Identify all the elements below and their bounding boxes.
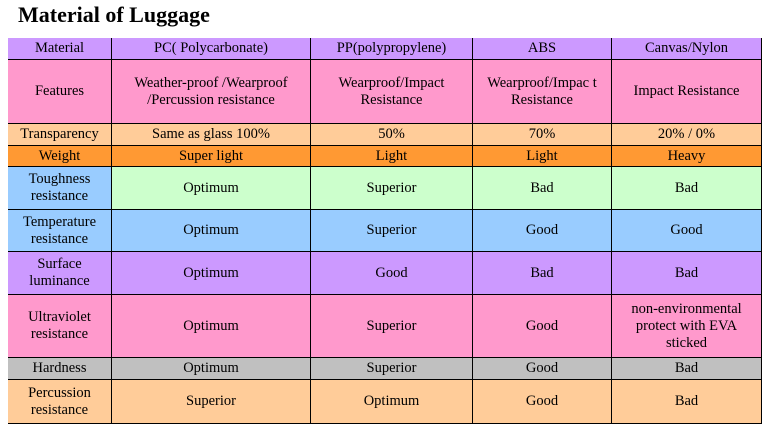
cell: 20% / 0% bbox=[612, 124, 762, 146]
cell: Heavy bbox=[612, 146, 762, 167]
cell: Optimum bbox=[112, 167, 311, 210]
cell: Temperature resistance bbox=[8, 210, 112, 252]
cell: Impact Resistance bbox=[612, 60, 762, 124]
cell: Optimum bbox=[112, 295, 311, 358]
cell: Surface luminance bbox=[8, 252, 112, 295]
cell: Features bbox=[8, 60, 112, 124]
header-cell: Canvas/Nylon bbox=[612, 38, 762, 60]
cell: Bad bbox=[612, 380, 762, 424]
cell: Superior bbox=[311, 210, 473, 252]
cell: Same as glass 100% bbox=[112, 124, 311, 146]
cell: Wearproof/Impact Resistance bbox=[311, 60, 473, 124]
cell: Good bbox=[473, 210, 612, 252]
header-cell: Material bbox=[8, 38, 112, 60]
title: Material of Luggage bbox=[18, 2, 210, 27]
cell: Bad bbox=[473, 167, 612, 210]
cell: Optimum bbox=[112, 252, 311, 295]
cell: Bad bbox=[473, 252, 612, 295]
header-cell: PC( Polycarbonate) bbox=[112, 38, 311, 60]
cell: Super light bbox=[112, 146, 311, 167]
cell: Ultraviolet resistance bbox=[8, 295, 112, 358]
cell: Toughness resistance bbox=[8, 167, 112, 210]
cell: 50% bbox=[311, 124, 473, 146]
cell: Light bbox=[311, 146, 473, 167]
cell: Bad bbox=[612, 167, 762, 210]
cell: Superior bbox=[311, 358, 473, 380]
cell: 70% bbox=[473, 124, 612, 146]
header-cell: PP(polypropylene) bbox=[311, 38, 473, 60]
cell: Bad bbox=[612, 358, 762, 380]
cell: Transparency bbox=[8, 124, 112, 146]
cell: Optimum bbox=[112, 358, 311, 380]
cell: Weight bbox=[8, 146, 112, 167]
cell: Superior bbox=[311, 295, 473, 358]
cell: Good bbox=[311, 252, 473, 295]
cell: Optimum bbox=[112, 210, 311, 252]
cell: Bad bbox=[612, 252, 762, 295]
cell: Weather-proof /Wearproof /Percussion res… bbox=[112, 60, 311, 124]
table: Material PC( Polycarbonate) PP(polypropyle… bbox=[8, 38, 762, 424]
cell: Optimum bbox=[311, 380, 473, 424]
cell: non-environmental protect with EVA stick… bbox=[612, 295, 762, 358]
cell: Good bbox=[612, 210, 762, 252]
cell: Hardness bbox=[8, 358, 112, 380]
cell: Good bbox=[473, 358, 612, 380]
cell: Wearproof/Impac t Resistance bbox=[473, 60, 612, 124]
header-cell: ABS bbox=[473, 38, 612, 60]
cell: Good bbox=[473, 295, 612, 358]
cell: Percussion resistance bbox=[8, 380, 112, 424]
cell: Superior bbox=[311, 167, 473, 210]
cell: Good bbox=[473, 380, 612, 424]
cell: Superior bbox=[112, 380, 311, 424]
cell: Light bbox=[473, 146, 612, 167]
